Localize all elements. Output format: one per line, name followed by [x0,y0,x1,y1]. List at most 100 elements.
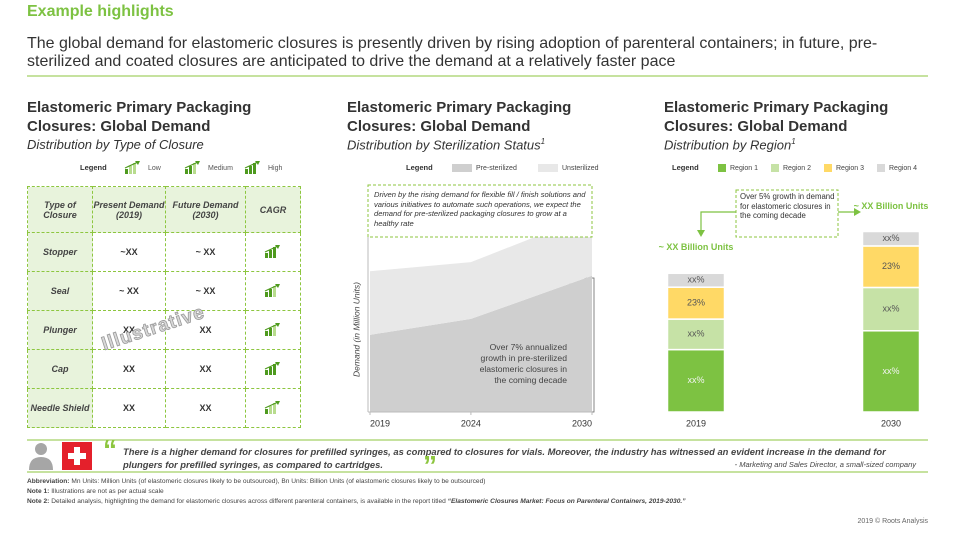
arrow-head [697,230,705,237]
x-tick-label: 2030 [572,418,592,428]
panel-title: Elastomeric Primary Packaging Closures: … [347,99,572,135]
icon-bar [273,403,276,414]
footnote-ref: 1 [540,137,546,146]
callout-text: Driven by the rising demand for flexible… [374,190,586,228]
x-tick-label: 2024 [461,418,481,428]
arrow [700,211,736,232]
footnote-text: Detailed analysis, highlighting the dema… [51,498,446,505]
cagr-icon [264,323,280,336]
icon-arrow [264,284,279,292]
legend-text: Medium [208,165,233,172]
legend-swatch [718,164,726,172]
cagr-cell [245,310,301,350]
area [370,214,592,335]
legend-label: Legend [672,163,699,172]
footnote-text: Mn Units: Million Units (of elastomeric … [71,478,486,485]
footnote-label: Note 2: [27,498,50,505]
footnote-label: Abbreviation: [27,478,70,485]
icon-bar [269,367,272,375]
subtitle-text: Distribution by Region [664,137,792,153]
icon-bar [265,253,268,258]
panel-title: Elastomeric Primary Packaging Closures: … [27,99,252,135]
footnote: Abbreviation: Mn Units: Million Units (o… [27,478,485,485]
quote-mark: ” [423,450,437,481]
icon-bar [193,163,196,174]
panel-subtitle: Distribution by Type of Closure [27,137,204,152]
cagr-icon [264,284,280,297]
table-cell: XX [92,388,166,428]
icon-bar [273,364,276,375]
table-cell: ~XX [92,232,166,272]
bar-value-label: 23% [882,261,900,271]
icon-arrow-head [255,161,260,165]
annotation-text: Over 7% annualized growth in pre-sterili… [479,342,567,385]
footnote-ref: 1 [791,137,796,146]
cagr-cell [245,232,301,272]
table-cell: ~ XX [165,271,246,311]
footnote: Note 1: Illustrations are not as per act… [27,488,164,495]
table-cell: XX [92,349,166,389]
icon-bar [265,331,268,336]
legend-label: Legend [406,163,433,172]
bar-value-label: xx% [687,275,704,285]
column-header: CAGR [245,186,301,233]
footnote-emphasis: “Elastomeric Closures Market: Focus on P… [447,498,686,505]
bar-value-label: xx% [687,329,704,339]
icon-bar [269,250,272,258]
x-tick-label: 2019 [370,418,390,428]
panel-subtitle: Distribution by Sterilization Status1 [347,137,545,152]
cagr-cell [245,349,301,389]
closure-table: Type of Closure Present Demand (2019) Futu… [27,186,301,428]
legend-swatch [538,164,558,172]
panel-title: Elastomeric Primary Packaging Closures: … [664,99,889,135]
bar-total-label: ~ XX Billion Units [853,200,929,211]
callout-box [735,189,839,238]
icon-bar [265,370,268,375]
table-row: Seal ~ XX ~ XX [27,271,301,311]
table-row: Needle Shield XX XX [27,388,301,428]
icon-bar [269,289,272,297]
bar-segment [666,272,726,288]
row-header: Plunger [27,310,93,350]
cagr-cell [245,271,301,311]
legend-text: Region 3 [836,165,864,172]
legend-text: Unsterilized [562,165,599,172]
icon-bar [273,247,276,258]
quote-mark: “ [103,434,117,465]
icon-bar [249,166,252,174]
legend-icon [184,161,200,174]
icon-arrow [184,161,199,169]
icon-arrow [264,401,279,409]
legend-text: High [268,165,283,172]
legend-label: Legend [80,163,107,172]
area [370,275,592,412]
person-icon [29,443,53,470]
cagr-icon [264,362,280,375]
legend-text: Pre-sterilized [476,165,517,172]
bar-value-label: xx% [882,303,899,313]
subtitle-text: Distribution by Sterilization Status [347,137,541,153]
quote-text: There is a higher demand for closures fo… [123,446,886,470]
page-subtitle: The global demand for elastomeric closur… [27,35,878,70]
legend-swatch [771,164,779,172]
icon-bar [245,169,248,174]
legend-swatch [824,164,832,172]
icon-bar [273,325,276,336]
icon-arrow-head [275,362,280,366]
table-cell: ~ XX [92,271,166,311]
bar-total-label: ~ XX Billion Units [658,242,734,253]
bar-value-label: xx% [882,366,899,376]
icon-arrow-head [275,245,280,249]
icon-bar [189,166,192,174]
cagr-cell [245,388,301,428]
column-header: Present Demand (2019) [92,186,166,233]
x-tick-label: 2030 [881,418,901,428]
row-header: Stopper [27,232,93,272]
icon-bar [265,292,268,297]
x-tick-label: 2019 [686,418,706,428]
column-header: Type of Closure [27,186,93,233]
y-axis-label: Demand (in Million Units) [351,282,361,377]
row-header: Cap [27,349,93,389]
legend-swatch [452,164,472,172]
